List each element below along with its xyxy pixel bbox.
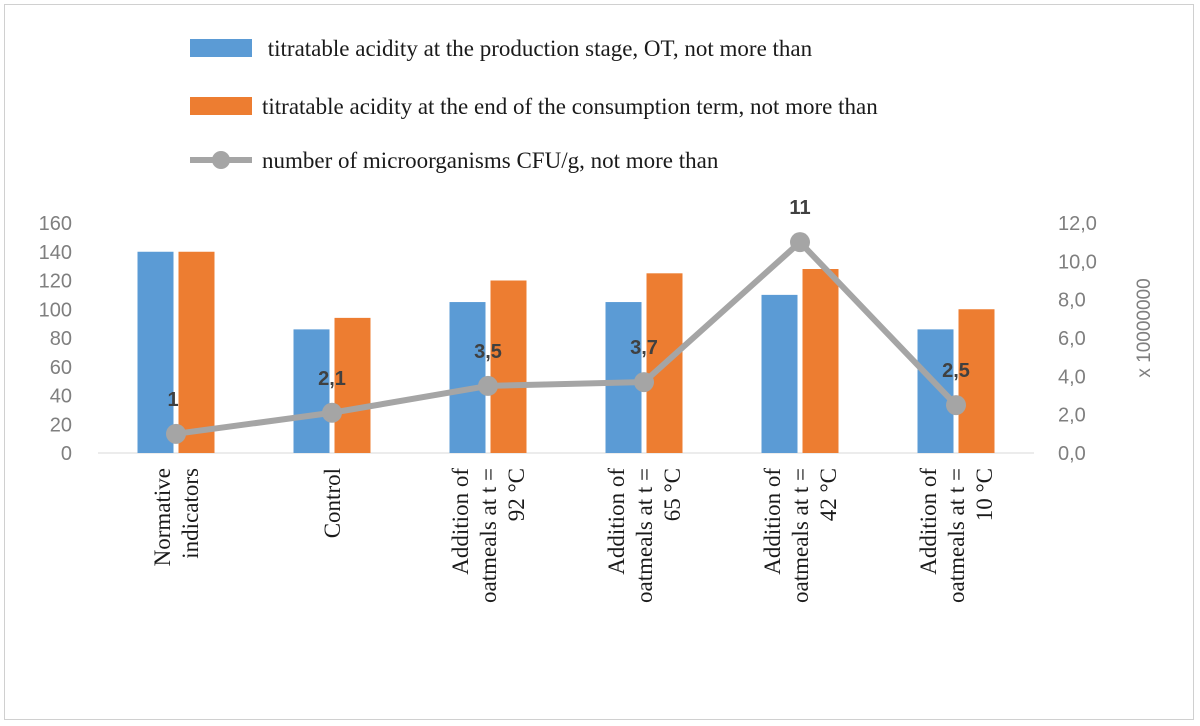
- category-label: 10 °C: [972, 468, 997, 521]
- bar-series-2: [802, 269, 839, 453]
- y-left-tick-label: 120: [39, 271, 72, 293]
- category-label: Addition of: [604, 468, 629, 575]
- y-left-tick-label: 140: [39, 242, 72, 264]
- category-label: 65 °C: [660, 468, 685, 521]
- legend-label: titratable acidity at the end of the con…: [262, 94, 878, 119]
- category-label: Addition of: [448, 468, 473, 575]
- data-label: 11: [789, 197, 810, 219]
- y-right-tick-label: 4,0: [1058, 366, 1086, 388]
- y-left-tick-label: 20: [50, 414, 72, 436]
- y-left-tick-label: 100: [39, 299, 72, 321]
- bar-series-2: [490, 280, 527, 453]
- line-point: [790, 232, 810, 253]
- category-label: Addition of: [760, 468, 785, 575]
- line-series-microorganisms: [175, 239, 959, 437]
- y-right-tick-label: 10,0: [1058, 251, 1097, 273]
- y-right-tick-label: 6,0: [1058, 328, 1086, 350]
- category-label: oatmeals at t =: [476, 468, 501, 603]
- line-point: [478, 375, 498, 396]
- category-label: oatmeals at t =: [944, 468, 969, 603]
- bar-series-1: [761, 294, 798, 453]
- y-right-tick-label: 12,0: [1058, 213, 1097, 235]
- data-label: 2,1: [318, 368, 346, 390]
- category-label: oatmeals at t =: [788, 468, 813, 603]
- category-label: oatmeals at t =: [632, 468, 657, 603]
- bar-series-1: [917, 329, 954, 453]
- bar-series-2: [958, 309, 995, 453]
- line-point: [634, 372, 654, 393]
- data-label: 2,5: [942, 360, 970, 382]
- y-left-tick-label: 60: [50, 357, 72, 379]
- data-label: 3,5: [474, 341, 502, 363]
- bar-series-1: [293, 329, 330, 453]
- bar-series-1: [449, 302, 486, 453]
- legend-label: titratable acidity at the production sta…: [262, 36, 813, 61]
- category-label: Normative: [150, 468, 175, 566]
- y-right-tick-label: 0,0: [1058, 443, 1086, 465]
- bar-series-2: [178, 251, 215, 453]
- y-right-tick-label: 8,0: [1058, 290, 1086, 312]
- bar-series-2: [334, 317, 371, 453]
- line-point: [166, 423, 186, 444]
- data-label: 1: [167, 389, 178, 411]
- legend-marker: [212, 151, 230, 169]
- category-label: Control: [320, 468, 345, 538]
- y-right-tick-label: 2,0: [1058, 405, 1086, 427]
- line-point: [946, 395, 966, 416]
- category-label: 92 °C: [504, 468, 529, 521]
- line-point: [322, 402, 342, 423]
- y-left-tick-label: 40: [50, 386, 72, 408]
- category-label: 42 °C: [816, 468, 841, 521]
- legend-swatch-1: [190, 39, 252, 57]
- legend-label: number of microorganisms CFU/g, not more…: [262, 148, 719, 173]
- y-right-axis-label: x 10000000: [1134, 278, 1155, 377]
- y-left-tick-label: 80: [50, 328, 72, 350]
- category-label: indicators: [178, 468, 203, 559]
- y-left-tick-label: 160: [39, 213, 72, 235]
- bar-series-1: [137, 251, 174, 453]
- data-label: 3,7: [630, 337, 658, 359]
- legend-swatch-2: [190, 97, 252, 115]
- y-left-tick-label: 0: [61, 443, 72, 465]
- category-label: Addition of: [916, 468, 941, 575]
